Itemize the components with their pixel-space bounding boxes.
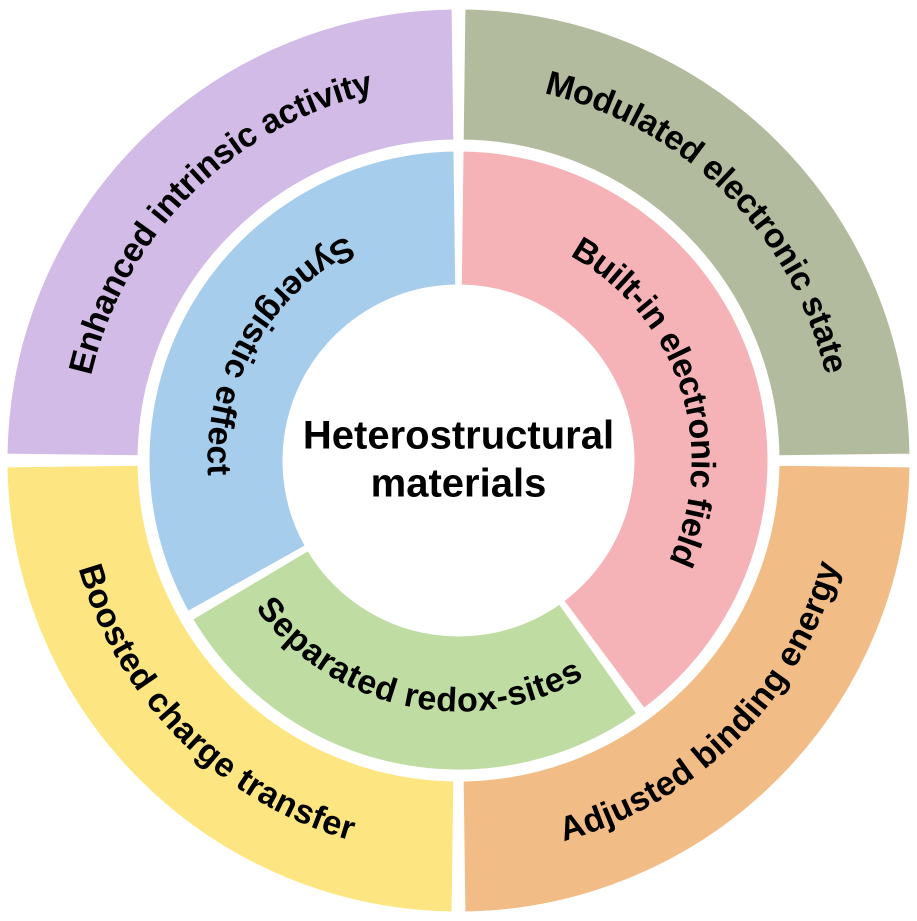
center-circle — [284, 286, 634, 636]
center-title-line2: materials — [371, 462, 547, 506]
diagram-container: Modulated electronic stateAdjusted bindi… — [0, 0, 917, 921]
ring-infographic: Modulated electronic stateAdjusted bindi… — [0, 0, 917, 921]
center-title-line1: Heterostructural — [303, 414, 614, 458]
